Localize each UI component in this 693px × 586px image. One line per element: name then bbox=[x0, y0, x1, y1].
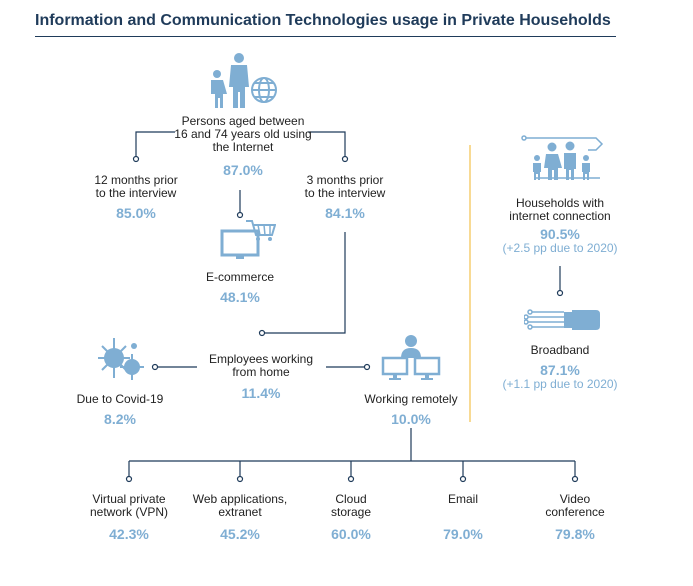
tool-cloud-label: Cloud storage bbox=[330, 492, 372, 519]
covid-value: 8.2% bbox=[104, 411, 136, 427]
tool-cloud-value: 60.0% bbox=[331, 526, 371, 542]
remote-value: 10.0% bbox=[391, 411, 431, 427]
tool-video-label: Video conference bbox=[545, 492, 605, 519]
tool-webapps-label: Web applications, extranet bbox=[192, 492, 288, 519]
home-value: 11.4% bbox=[241, 385, 281, 401]
months3-label: 3 months prior to the interview bbox=[304, 173, 386, 200]
months12-value: 85.0% bbox=[116, 205, 156, 221]
tool-email-value: 79.0% bbox=[443, 526, 483, 542]
ecommerce-value: 48.1% bbox=[220, 289, 260, 305]
months12-label: 12 months prior to the interview bbox=[94, 173, 178, 200]
households-family-icon bbox=[521, 135, 604, 180]
remote-label: Working remotely bbox=[364, 392, 458, 406]
tool-vpn-label: Virtual private network (VPN) bbox=[89, 492, 169, 519]
ecommerce-icon bbox=[220, 220, 276, 259]
persons-internet-icon bbox=[211, 53, 277, 108]
ecommerce-label: E-commerce bbox=[205, 270, 274, 284]
months3-value: 84.1% bbox=[325, 205, 365, 221]
covid-virus-icon bbox=[98, 338, 144, 380]
title-divider bbox=[35, 36, 616, 37]
broadband-cable-icon bbox=[524, 309, 600, 330]
broadband-value: 87.1% bbox=[540, 362, 580, 378]
households-value: 90.5% bbox=[540, 226, 580, 242]
broadband-label: Broadband bbox=[530, 343, 590, 357]
tool-video-value: 79.8% bbox=[555, 526, 595, 542]
households-label: Households with internet connection bbox=[509, 196, 611, 223]
tool-webapps-value: 45.2% bbox=[220, 526, 260, 542]
connector-persons-3m bbox=[308, 131, 346, 157]
covid-label: Due to Covid-19 bbox=[76, 392, 164, 406]
tool-vpn-value: 42.3% bbox=[109, 526, 149, 542]
persons-label: Persons aged between 16 and 74 years old… bbox=[174, 114, 312, 154]
persons-value: 87.0% bbox=[223, 162, 263, 178]
connector-persons-12m bbox=[135, 131, 175, 157]
connector-3m-home bbox=[263, 232, 346, 334]
tool-email-label: Email bbox=[447, 492, 478, 506]
working-remotely-icon bbox=[381, 335, 441, 380]
page-title: Information and Communication Technologi… bbox=[35, 12, 611, 29]
broadband-note: (+1.1 pp due to 2020) bbox=[502, 377, 618, 391]
home-label: Employees working from home bbox=[208, 352, 314, 379]
households-note: (+2.5 pp due to 2020) bbox=[502, 241, 618, 255]
